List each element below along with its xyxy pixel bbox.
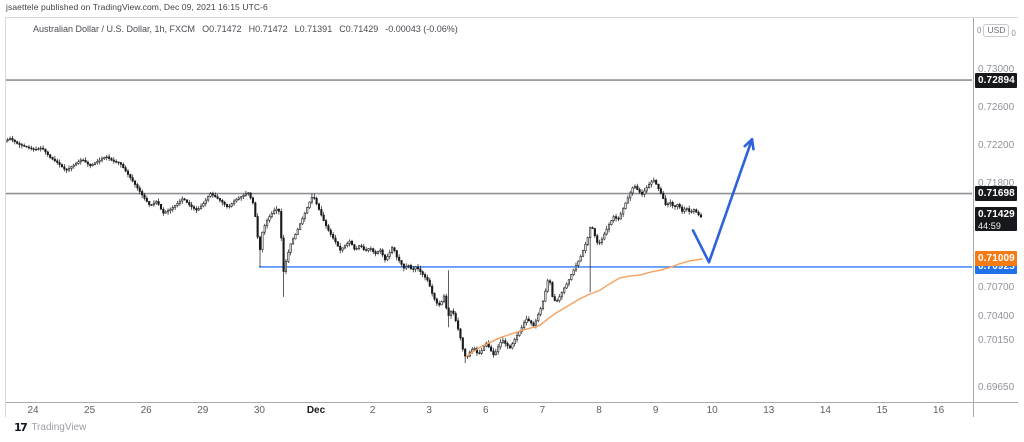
time-tick-label: 26	[140, 405, 152, 416]
price-tick-label: 0.69650	[978, 382, 1015, 393]
time-tick-label: 7	[539, 405, 546, 416]
time-tick-label: 10	[706, 405, 718, 416]
time-tick-label: Dec	[306, 405, 326, 416]
time-tick-label: 25	[84, 405, 96, 416]
price-tick-label: 0.70400	[978, 310, 1015, 322]
time-tick-label: 29	[197, 405, 209, 416]
price-tick-label: 0.73000	[978, 64, 1015, 75]
published-byline: jsaettele published on TradingView.com, …	[6, 2, 268, 12]
price-axis-unit-row: 0 USD 0	[977, 24, 1016, 38]
price-change: -0.00043 (-0.06%)	[385, 24, 458, 34]
symbol-title: Australian Dollar / U.S. Dollar, 1h, FXC…	[33, 24, 196, 34]
price-axis-left-zero: 0	[977, 26, 982, 35]
symbol-header: Australian Dollar / U.S. Dollar, 1h, FXC…	[33, 24, 458, 34]
time-tick-label: 9	[652, 405, 659, 416]
tradingview-logo-icon: 17	[14, 421, 28, 434]
time-tick-label: 3	[426, 405, 432, 416]
ohlc-high: H0.71472	[248, 24, 288, 34]
time-tick-label: 24	[27, 405, 39, 416]
ma-price-label: 0.71009	[975, 251, 1017, 267]
price-tick-label: 0.70700	[978, 282, 1015, 294]
countdown-timer: 44:59	[978, 221, 1002, 232]
time-axis[interactable]: 24 25 26 29 30 Dec 2 3 6 7 8 9 10 13 14 15 16	[6, 402, 973, 417]
price-axis[interactable]: 0 USD 0 0.73000 0.72600 0.72200 0.71800 0.70…	[973, 18, 1018, 417]
time-tick-label: 16	[933, 405, 945, 416]
price-tick-label: 0.71800	[978, 177, 1015, 189]
time-tick-label: 13	[763, 405, 775, 416]
time-tick-label: 2	[369, 405, 376, 416]
time-tick-label: 30	[253, 405, 265, 416]
ohlc-low: L0.71391	[294, 24, 333, 34]
ohlc-close: C0.71429	[339, 24, 379, 34]
moving-average-line	[465, 258, 703, 358]
time-tick-label: 6	[483, 405, 489, 416]
price-tick-label: 0.72600	[978, 101, 1015, 113]
tradingview-wordmark: TradingView	[31, 422, 87, 433]
price-axis-right-zero: 0	[1011, 29, 1016, 38]
projection-arrow[interactable]	[691, 137, 755, 264]
time-tick-label: 8	[596, 405, 602, 416]
price-tick-label: 0.72200	[978, 139, 1015, 151]
time-tick-label: 14	[819, 405, 831, 416]
lower-level-price-label: 0.71698	[975, 186, 1017, 202]
currency-unit-button[interactable]: USD	[983, 24, 1010, 37]
upper-level-price-label: 0.72894	[975, 72, 1017, 88]
time-tick-label: 15	[876, 405, 888, 416]
candlestick-series	[6, 135, 703, 364]
ohlc-open: O0.71472	[202, 24, 242, 34]
price-tick-label: 0.70150	[978, 334, 1015, 346]
last-price-label: 0.71429 44:59	[975, 207, 1017, 232]
tradingview-attribution[interactable]: 17 TradingView	[14, 421, 86, 434]
